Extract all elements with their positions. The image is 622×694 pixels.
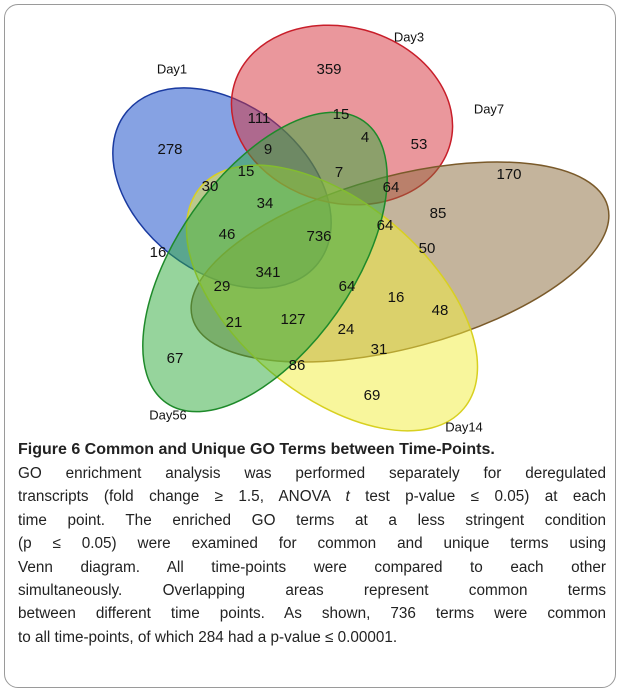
region-count: 16	[388, 289, 405, 306]
caption-text: test p-value ≤ 0.05) at each	[349, 488, 606, 506]
region-count: 34	[257, 195, 274, 212]
region-count: 69	[364, 387, 381, 404]
region-count: 736	[306, 228, 331, 245]
caption-line: to all time-points, of which 284 had a p…	[18, 626, 606, 649]
region-count: 53	[411, 136, 428, 153]
set-day56	[142, 111, 388, 413]
region-count: 170	[496, 166, 521, 183]
set-label: Day1	[157, 61, 187, 76]
region-count: 16	[150, 244, 167, 261]
caption-line: Venn diagram. All time-points were compa…	[18, 556, 606, 579]
region-count: 359	[316, 61, 341, 78]
region-count: 64	[383, 179, 400, 196]
caption-text: between different time points. As shown,…	[18, 605, 606, 623]
region-count: 15	[333, 106, 350, 123]
region-count: 29	[214, 278, 231, 295]
figure-frame	[4, 4, 616, 688]
region-count: 86	[289, 357, 306, 374]
region-count: 48	[432, 302, 449, 319]
set-label: Day56	[149, 407, 187, 422]
caption-line: simultaneously. Overlapping areas repres…	[18, 579, 606, 602]
region-count: 30	[202, 178, 219, 195]
caption-text: to all time-points, of which 284 had a p…	[18, 628, 398, 646]
caption-text: (p ≤ 0.05) were examined for common and …	[18, 535, 606, 553]
caption-line: (p ≤ 0.05) were examined for common and …	[18, 532, 606, 555]
caption-text: time point. The enriched GO terms at a l…	[18, 511, 606, 529]
set-label: Day14	[445, 419, 483, 434]
set-label: Day3	[394, 29, 424, 44]
region-count: 46	[219, 226, 236, 243]
region-count: 67	[167, 350, 184, 367]
venn-diagram: Day1 Day3 Day7 Day56 Day14 278 111 359 15 4 53 170 9…	[112, 24, 610, 434]
caption-line: between different time points. As shown,…	[18, 602, 606, 625]
region-count: 4	[361, 129, 369, 146]
region-count: 85	[430, 205, 447, 222]
region-count: 50	[419, 240, 436, 257]
caption-title: Figure 6 Common and Unique GO Terms betw…	[18, 441, 495, 458]
caption-text: Venn diagram. All time-points were compa…	[18, 558, 606, 576]
caption-text: t	[345, 488, 350, 506]
region-count: 278	[157, 141, 182, 158]
caption-text: GO enrichment analysis was performed sep…	[18, 465, 606, 482]
region-count: 31	[371, 341, 388, 358]
caption-text: transcripts (fold change ≥ 1.5, ANOVA	[18, 488, 346, 506]
set-label: Day7	[474, 101, 504, 116]
caption-line: time point. The enriched GO terms at a l…	[18, 509, 606, 532]
region-count: 15	[238, 163, 255, 180]
region-count: 64	[377, 217, 394, 234]
caption-line: transcripts (fold change ≥ 1.5, ANOVA t …	[18, 485, 606, 508]
caption-line: GO enrichment analysis was performed sep…	[18, 462, 606, 485]
region-count: 24	[338, 321, 355, 338]
region-count: 9	[264, 141, 272, 158]
region-count: 21	[226, 314, 243, 331]
region-count: 7	[335, 164, 343, 181]
region-count: 127	[280, 311, 305, 328]
region-count: 341	[255, 264, 280, 281]
region-count: 64	[339, 278, 356, 295]
caption-text: simultaneously. Overlapping areas repres…	[18, 582, 606, 600]
region-count: 111	[248, 110, 271, 127]
caption: Figure 6 Common and Unique GO Terms betw…	[18, 438, 606, 649]
venn-shapes	[112, 24, 610, 432]
